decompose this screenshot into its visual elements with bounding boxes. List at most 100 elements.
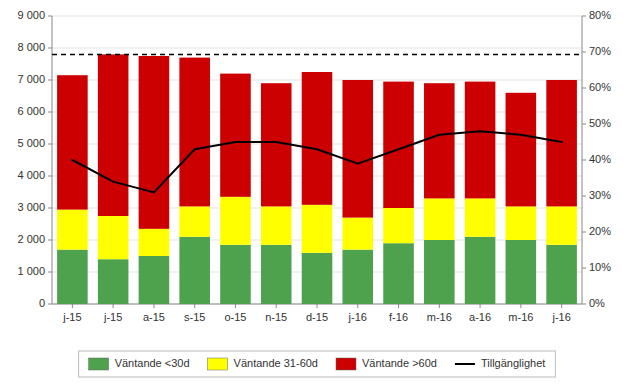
y-tick-label: 0 [39,297,45,309]
x-tick-label: m-16 [427,311,452,323]
line [72,131,561,192]
bar-segment [139,256,170,304]
legend-item: Tillgänglighet [455,357,545,369]
y-tick [48,16,52,17]
y-tick-label: 5 000 [17,137,45,149]
grid-line [52,48,582,49]
bar-segment [424,240,455,304]
x-tick [398,304,399,308]
legend: Väntande <30d Väntande 31-60d Väntande >60… [79,351,556,377]
bar-segment [465,198,496,236]
legend-item: Väntande <30d [89,357,190,370]
y-axis-line [52,16,53,304]
bar-segment [220,197,251,245]
y-tick [48,144,52,145]
reference-line [52,54,582,56]
bar-segment [506,240,537,304]
x-tick [276,304,277,308]
y-tick-label: 9 000 [17,9,45,21]
x-tick [72,304,73,308]
y2-tick-label: 10% [589,261,611,273]
bar-segment [546,206,577,244]
bar-segment [302,205,333,253]
bar-segment [220,74,251,197]
x-tick-label: a-16 [469,311,491,323]
y2-tick [582,196,586,197]
bar-segment [261,245,292,304]
y2-tick-label: 0% [589,297,605,309]
y2-tick [582,16,586,17]
chart: 01 0002 0003 0004 0005 0006 0007 0008 00… [0,0,628,386]
y2-tick-label: 50% [589,117,611,129]
x-tick-label: s-15 [184,311,205,323]
bar-segment [98,216,129,259]
bar-segment [179,237,210,304]
legend-label: Väntande >60d [362,357,437,369]
marks [52,54,582,304]
legend-label: Väntande 31-60d [234,357,318,369]
y-tick [48,208,52,209]
y2-tick [582,304,586,305]
x-tick [480,304,481,308]
x-tick [317,304,318,308]
y-tick [48,80,52,81]
x-tick-label: j-16 [348,311,367,323]
bar-segment [546,245,577,304]
x-tick-label: f-16 [389,311,408,323]
x-tick [153,304,154,308]
x-tick-label: j-16 [551,311,570,323]
legend-swatch [336,358,356,370]
bar-segment [424,198,455,240]
x-tick [235,304,236,308]
legend-item: Väntande >60d [336,357,437,370]
y2-tick-label: 30% [589,189,611,201]
grid [52,16,582,304]
x-tick-label: j-15 [103,311,122,323]
bar-segment [506,93,537,207]
y2-tick [582,160,586,161]
bar-segment [98,54,129,216]
axes: 01 0002 0003 0004 0005 0006 0007 0008 00… [17,9,611,323]
y2-axis-line [582,16,583,304]
x-tick [113,304,114,308]
bar-segment [546,80,577,206]
y-tick [48,304,52,305]
y2-tick [582,268,586,269]
legend-frame [79,351,556,377]
x-tick [520,304,521,308]
bar-segment [342,80,373,218]
bar-segment [302,72,333,205]
bar-segment [302,253,333,304]
bar-segment [220,245,251,304]
x-tick [194,304,195,308]
y-tick [48,48,52,49]
y-tick [48,176,52,177]
y-tick-label: 1 000 [17,265,45,277]
x-tick-label: o-15 [224,311,246,323]
y2-tick [582,52,586,53]
bar-segment [383,208,414,243]
y2-tick-label: 40% [589,153,611,165]
legend-swatch [208,358,228,370]
x-tick-label: m-16 [508,311,533,323]
y-tick [48,112,52,113]
y2-tick-label: 70% [589,45,611,57]
y-tick-label: 8 000 [17,41,45,53]
y-tick [48,272,52,273]
bar-segment [465,82,496,199]
y2-tick [582,124,586,125]
legend-label: Väntande <30d [115,357,190,369]
legend-swatch [455,363,475,365]
bar-segment [383,243,414,304]
x-tick-label: a-15 [143,311,165,323]
bar-segment [98,259,129,304]
y2-tick-label: 80% [589,9,611,21]
bar-segment [139,56,170,229]
bar-segment [424,83,455,198]
grid-line [52,16,582,17]
x-tick-label: d-15 [306,311,328,323]
y-tick-label: 6 000 [17,105,45,117]
x-tick [439,304,440,308]
bar-segment [342,218,373,250]
y2-tick [582,232,586,233]
